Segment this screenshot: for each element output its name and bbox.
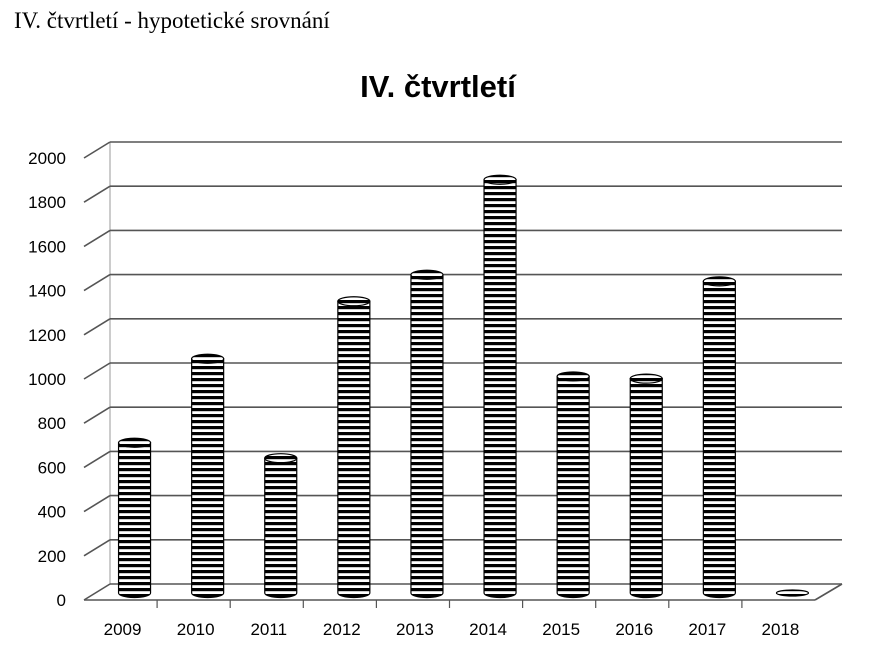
x-axis-ticks: 2009 2010 2011 2012 2013 2014 2015 2016 2017 2018 (104, 600, 800, 639)
gridline-depth (83, 406, 111, 424)
bar-top (117, 437, 152, 448)
bar (556, 371, 590, 599)
gridline-depth (83, 141, 111, 159)
bar (117, 437, 152, 599)
y-tick-label: 400 (38, 503, 66, 522)
bar-top (264, 453, 298, 464)
x-tick-label: 2017 (688, 620, 726, 639)
y-tick-label: 1200 (28, 326, 66, 345)
bar-top (556, 371, 590, 382)
x-tick-label: 2010 (177, 620, 215, 639)
gridline-depth (83, 229, 111, 248)
y-tick-label: 1800 (28, 193, 66, 212)
y-tick-label: 1600 (28, 237, 66, 256)
bar-body (264, 457, 298, 599)
bar (702, 276, 736, 599)
x-tick-label: 2015 (542, 620, 580, 639)
chart-title: IV. čtvrtletí (360, 69, 517, 104)
bar (191, 353, 225, 599)
floor-right-edge (814, 583, 843, 601)
bar (775, 589, 810, 597)
x-tick-label: 2013 (396, 620, 434, 639)
y-tick-label: 1400 (28, 282, 66, 301)
bar-top (629, 373, 663, 384)
y-tick-label: 0 (57, 591, 66, 610)
y-tick-label: 800 (38, 414, 66, 433)
bar-body (337, 300, 371, 599)
x-tick-label: 2009 (104, 620, 142, 639)
bar (410, 269, 444, 599)
bar-top (702, 276, 736, 287)
y-tick-label: 1000 (28, 370, 66, 389)
gridline-depth (83, 318, 111, 336)
bar-body (556, 375, 590, 599)
bar (483, 174, 517, 599)
gridline-depth (83, 273, 111, 292)
bar (629, 373, 663, 599)
bar-body (629, 378, 663, 599)
bar-top (337, 296, 371, 307)
y-axis-ticks: 0 200 400 600 800 1000 1200 1400 1600 1800 2000 (28, 149, 66, 610)
bar-top (483, 174, 517, 185)
bar (264, 453, 298, 599)
bar-body (117, 442, 152, 599)
bars (117, 174, 810, 599)
gridline-depth (83, 539, 111, 557)
gridline-depth (83, 185, 111, 203)
bar-body (410, 274, 444, 599)
gridline-depth (83, 583, 111, 601)
bar-body (191, 358, 225, 599)
y-tick-label: 600 (38, 458, 66, 477)
x-tick-label: 2011 (250, 620, 287, 639)
bar-body (483, 179, 517, 599)
x-tick-label: 2018 (762, 620, 800, 639)
gridline-depth (83, 494, 111, 513)
x-tick-label: 2014 (469, 620, 507, 639)
y-tick-label: 2000 (28, 149, 66, 168)
bar (337, 296, 371, 599)
bar-top (775, 589, 810, 597)
y-tick-label: 200 (38, 547, 66, 566)
gridline-depth (83, 450, 111, 469)
x-tick-label: 2012 (323, 620, 361, 639)
bar-top (410, 269, 444, 280)
gridline-depth (83, 362, 111, 380)
page-heading: IV. čtvrtletí - hypotetické srovnání (14, 8, 330, 33)
bar-top (191, 353, 225, 364)
x-tick-label: 2016 (615, 620, 653, 639)
bar-body (702, 280, 736, 599)
